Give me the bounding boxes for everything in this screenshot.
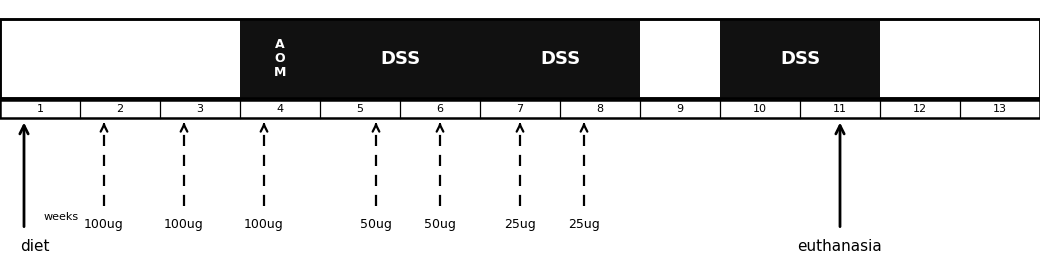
Text: DSS: DSS xyxy=(780,49,821,68)
Text: 25ug: 25ug xyxy=(568,218,600,231)
Text: 50ug: 50ug xyxy=(360,218,392,231)
Text: 6: 6 xyxy=(437,104,443,114)
Text: 25ug: 25ug xyxy=(504,218,536,231)
Text: 2: 2 xyxy=(116,104,124,114)
FancyBboxPatch shape xyxy=(720,19,880,98)
Text: 10: 10 xyxy=(753,104,768,114)
Text: weeks: weeks xyxy=(44,213,79,222)
Text: 100ug: 100ug xyxy=(164,218,204,231)
Text: 1: 1 xyxy=(36,104,44,114)
Text: euthanasia: euthanasia xyxy=(798,239,882,254)
Text: 4: 4 xyxy=(277,104,284,114)
FancyBboxPatch shape xyxy=(320,19,480,98)
Text: 3: 3 xyxy=(197,104,204,114)
Text: 5: 5 xyxy=(357,104,364,114)
Text: 8: 8 xyxy=(596,104,603,114)
FancyBboxPatch shape xyxy=(240,19,320,98)
Text: 9: 9 xyxy=(676,104,683,114)
Text: 13: 13 xyxy=(993,104,1007,114)
Text: 100ug: 100ug xyxy=(244,218,284,231)
Text: A
O
M: A O M xyxy=(274,38,286,79)
Text: diet: diet xyxy=(20,239,50,254)
FancyBboxPatch shape xyxy=(0,19,1040,98)
Text: 50ug: 50ug xyxy=(424,218,456,231)
Text: DSS: DSS xyxy=(540,49,580,68)
Text: 12: 12 xyxy=(913,104,927,114)
Text: DSS: DSS xyxy=(380,49,420,68)
FancyBboxPatch shape xyxy=(0,100,1040,118)
Text: 7: 7 xyxy=(517,104,523,114)
Text: 100ug: 100ug xyxy=(84,218,124,231)
Text: 11: 11 xyxy=(833,104,847,114)
FancyBboxPatch shape xyxy=(480,19,640,98)
